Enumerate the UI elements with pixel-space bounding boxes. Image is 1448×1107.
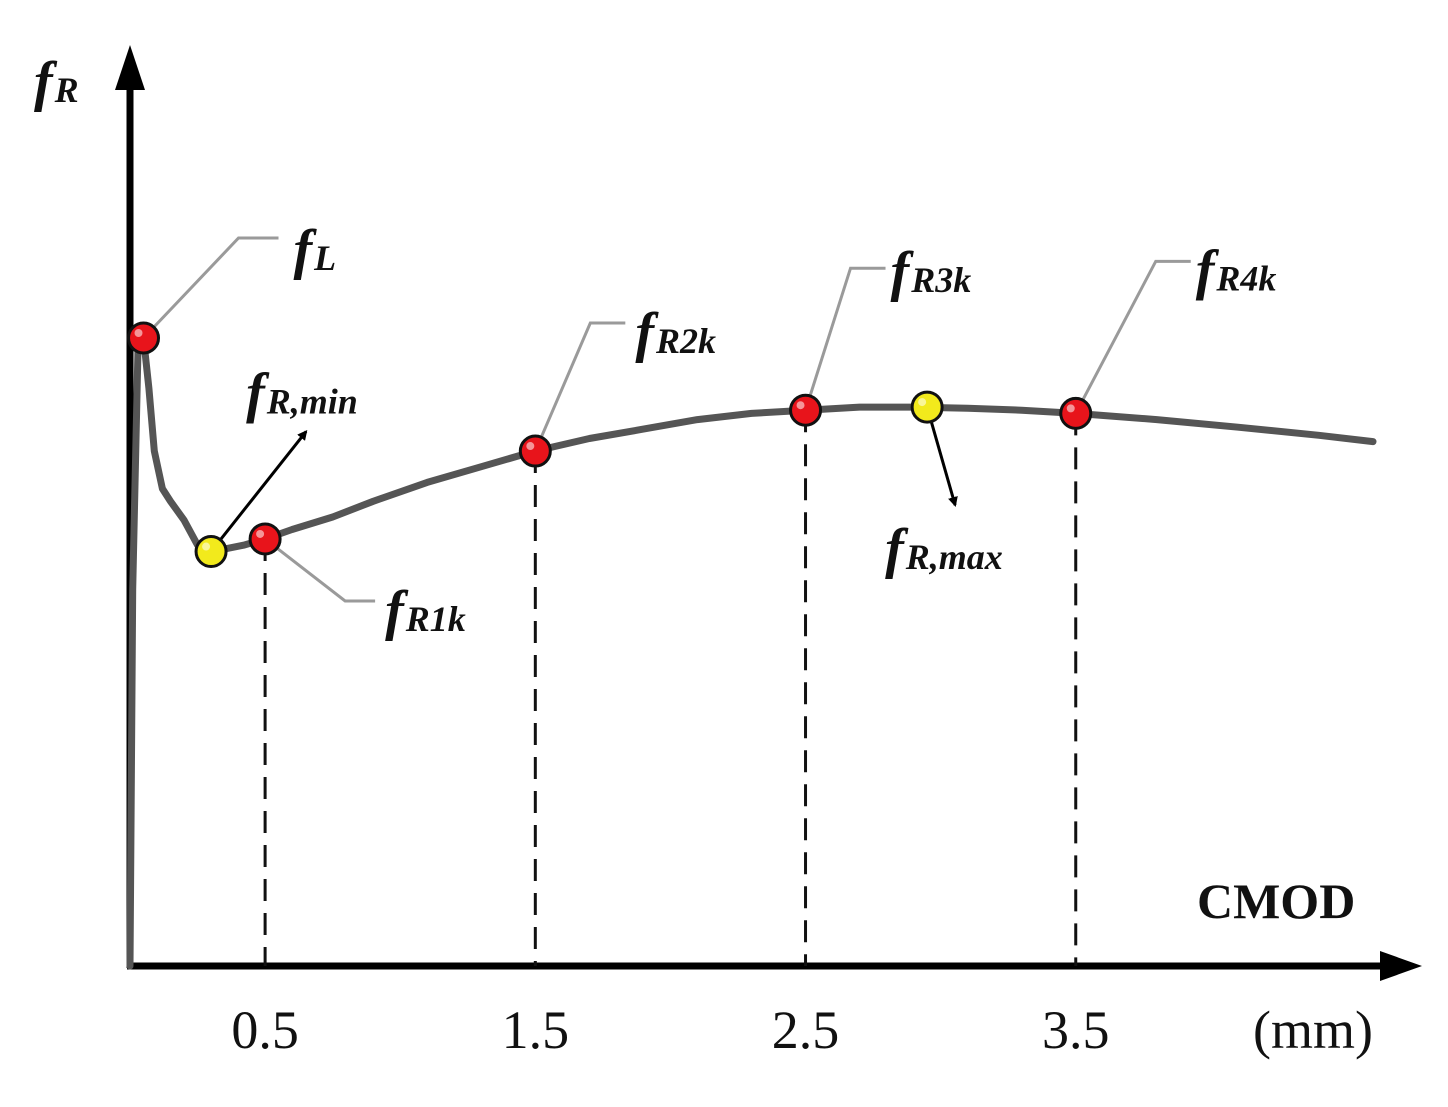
x-axis-unit: (mm) [1253,1000,1373,1060]
point-l [127,321,161,355]
point-highlight-1 [256,529,265,538]
series-line [126,334,1377,970]
label-r4k: fR4k [1196,239,1277,301]
point-highlight-4 [1066,404,1075,413]
label-r2k: fR2k [635,302,716,364]
svg-text:fR: fR [34,51,79,113]
label-sub-3: R3k [910,260,971,300]
x-tick-labels: 0.5 1.5 2.5 3.5 [231,1000,1109,1060]
point-highlight-2 [526,442,535,451]
x-axis-title: CMOD [1197,873,1355,929]
leader-lines [142,236,1191,603]
label-sub-2: R2k [655,321,716,361]
y-axis-title-sub: R [54,70,79,110]
dashed-guides [263,410,1078,966]
label-r-max: fR,max [885,518,1003,580]
point-highlight-0 [134,329,143,337]
arrow-r-min [209,429,308,553]
point-r4k [1059,396,1093,430]
y-axis-title: fR [34,51,79,113]
label-r1k: fR1k [385,580,466,642]
leader-r1k [264,537,376,603]
point-r2k [518,434,552,468]
point-highlight-3 [796,401,805,410]
leader-r3k [804,266,886,411]
label-sub-1: R1k [405,599,466,639]
axes [115,45,1422,981]
curve-group [126,334,1377,970]
arrow-r-max [925,406,958,508]
leader-r4k [1074,259,1191,415]
point-r-max [910,390,944,424]
point-r-min [194,535,228,569]
x-tick-label-2: 2.5 [772,1000,840,1060]
x-tick-label-0: 0.5 [231,1000,299,1060]
label-sub-5: R,min [266,382,358,422]
label-sub-6: R,max [905,537,1003,577]
point-r3k [789,393,823,427]
label-sub-0: L [313,238,336,278]
label-r3k: fR3k [891,241,972,303]
point-highlight-5 [202,542,211,551]
leader-l [142,236,279,340]
key-points [127,321,1093,569]
point-r1k [248,522,282,556]
point-labels: fL fR1k fR2k fR3k fR4k fR,min fR,max [246,219,1276,642]
x-tick-label-3: 3.5 [1042,1000,1110,1060]
point-highlight-6 [918,398,927,407]
label-l: fL [294,219,337,281]
x-axis-arrow [1380,951,1422,981]
y-axis-arrow [115,45,145,90]
label-r-min: fR,min [246,363,358,425]
leader-r2k [533,321,626,452]
x-tick-label-1: 1.5 [502,1000,570,1060]
label-sub-4: R4k [1215,258,1276,298]
